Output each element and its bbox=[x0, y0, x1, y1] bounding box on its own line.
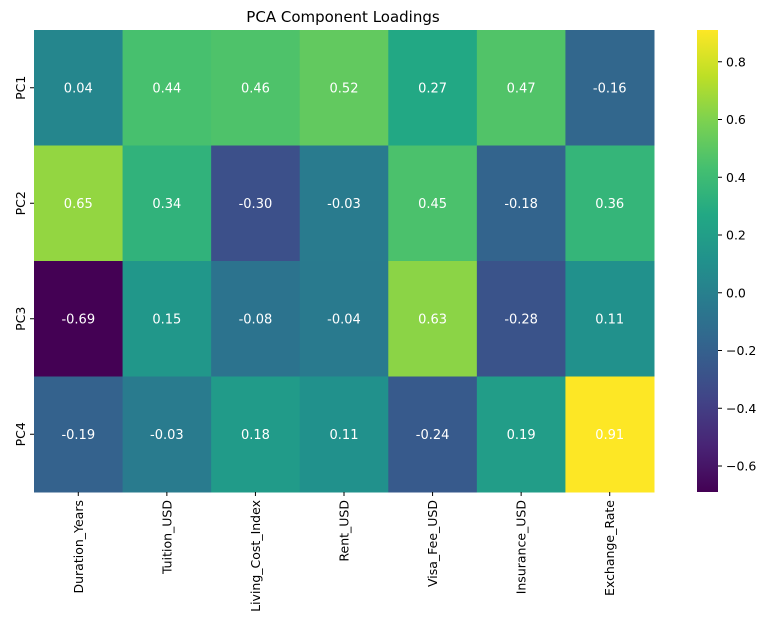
heatmap-cell bbox=[211, 30, 301, 146]
cell-value-label: 0.63 bbox=[418, 312, 447, 327]
cell-value-label: -0.04 bbox=[327, 312, 361, 327]
heatmap-cell bbox=[476, 261, 566, 377]
heatmap-cell bbox=[476, 30, 566, 146]
colorbar-tick-label: 0.4 bbox=[726, 170, 746, 185]
cell-value-label: 0.47 bbox=[507, 81, 536, 96]
cell-value-label: 0.34 bbox=[152, 197, 181, 212]
cell-value-label: 0.65 bbox=[64, 197, 93, 212]
heatmap-cell bbox=[34, 376, 124, 493]
x-tick-labels: Duration_Years Tuition_USD Living_Cost_Ind… bbox=[71, 492, 617, 612]
heatmap-cell bbox=[122, 261, 212, 377]
x-tick-label: Duration_Years bbox=[71, 500, 86, 594]
y-tick-label: PC2 bbox=[13, 191, 28, 215]
heatmap-cell bbox=[299, 376, 389, 493]
heatmap-cell bbox=[211, 376, 301, 493]
cell-value-label: 0.46 bbox=[241, 81, 270, 96]
cell-value-label: 0.18 bbox=[241, 428, 270, 443]
heatmap-cell bbox=[122, 145, 212, 262]
colorbar-tick-label: 0.8 bbox=[726, 54, 746, 69]
y-tick-labels: PC1 PC2 PC3 PC4 bbox=[13, 76, 34, 446]
cell-value-label: -0.16 bbox=[593, 81, 627, 96]
heatmap-cell bbox=[388, 30, 478, 146]
heatmap-cell bbox=[299, 30, 389, 146]
cell-value-label: 0.45 bbox=[418, 197, 447, 212]
y-tick-label: PC4 bbox=[13, 422, 28, 446]
cell-value-label: 0.11 bbox=[595, 312, 624, 327]
cell-value-label: -0.24 bbox=[416, 428, 450, 443]
x-tick-label: Visa_Fee_USD bbox=[425, 500, 440, 587]
cell-value-label: -0.03 bbox=[150, 428, 184, 443]
colorbar: −0.6 −0.4 −0.2 0.0 0.2 0.4 0.6 0.8 bbox=[697, 30, 756, 492]
cell-value-label: 0.04 bbox=[64, 81, 93, 96]
cell-value-label: 0.91 bbox=[595, 428, 624, 443]
colorbar-tick-label: 0.0 bbox=[726, 285, 746, 300]
x-tick-label: Exchange_Rate bbox=[602, 500, 617, 596]
colorbar-tick-label: 0.6 bbox=[726, 112, 746, 127]
cell-value-label: -0.08 bbox=[239, 312, 273, 327]
cell-value-label: 0.36 bbox=[595, 197, 624, 212]
cell-value-label: 0.15 bbox=[152, 312, 181, 327]
colorbar-gradient bbox=[697, 30, 718, 492]
heatmap-cell bbox=[34, 261, 124, 377]
cell-value-label: 0.19 bbox=[507, 428, 536, 443]
heatmap-cell bbox=[122, 376, 212, 493]
colorbar-tick-label: −0.6 bbox=[726, 459, 756, 474]
heatmap-cell bbox=[565, 145, 655, 262]
heatmap-cell bbox=[388, 145, 478, 262]
heatmap-cell bbox=[34, 145, 124, 262]
chart-title: PCA Component Loadings bbox=[246, 8, 440, 26]
heatmap-cell bbox=[211, 145, 301, 262]
cell-value-label: -0.03 bbox=[327, 197, 361, 212]
cell-value-label: -0.18 bbox=[504, 197, 538, 212]
cell-value-label: 0.44 bbox=[152, 81, 181, 96]
cell-value-label: -0.69 bbox=[61, 312, 95, 327]
cell-value-label: -0.28 bbox=[504, 312, 538, 327]
heatmap-cell bbox=[34, 30, 124, 146]
colorbar-tick-label: −0.4 bbox=[726, 401, 756, 416]
heatmap-cell bbox=[388, 261, 478, 377]
heatmap-cell bbox=[211, 261, 301, 377]
heatmap-cell bbox=[565, 30, 655, 146]
heatmap-cell bbox=[122, 30, 212, 146]
colorbar-tick-label: 0.2 bbox=[726, 228, 746, 243]
y-tick-label: PC1 bbox=[13, 76, 28, 100]
x-tick-label: Tuition_USD bbox=[159, 500, 174, 575]
x-tick-label: Insurance_USD bbox=[514, 500, 529, 594]
y-tick-label: PC3 bbox=[13, 307, 28, 331]
cell-value-label: 0.11 bbox=[330, 428, 359, 443]
heatmap-cell bbox=[299, 145, 389, 262]
heatmap-cell bbox=[565, 261, 655, 377]
heatmap-cells: 0.04 0.44 0.46 0.52 0.27 0.47 -0.16 0.65 0.34 -0.… bbox=[34, 30, 655, 493]
cell-value-label: -0.19 bbox=[61, 428, 95, 443]
heatmap-cell bbox=[388, 376, 478, 493]
cell-value-label: -0.30 bbox=[239, 197, 273, 212]
cell-value-label: 0.27 bbox=[418, 81, 447, 96]
heatmap-cell bbox=[476, 376, 566, 493]
x-tick-label: Rent_USD bbox=[337, 500, 352, 562]
cell-value-label: 0.52 bbox=[330, 81, 359, 96]
heatmap-cell bbox=[565, 376, 655, 493]
colorbar-tick-label: −0.2 bbox=[726, 343, 756, 358]
x-tick-label: Living_Cost_Index bbox=[248, 500, 263, 612]
heatmap-cell bbox=[299, 261, 389, 377]
heatmap-cell bbox=[476, 145, 566, 262]
